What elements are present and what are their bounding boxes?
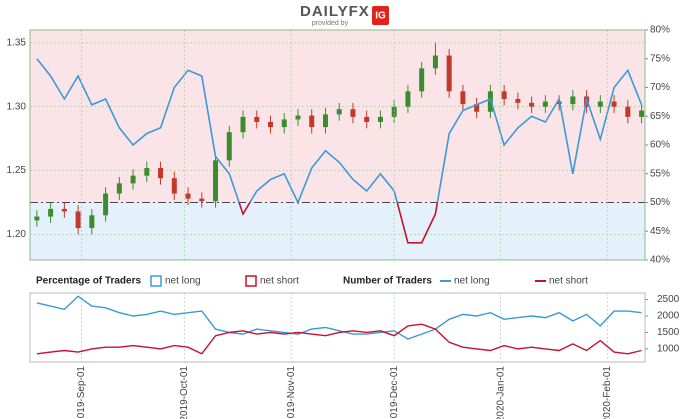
candle-body — [116, 183, 122, 194]
y2-tick-label: 60% — [650, 140, 670, 151]
logo-subtext: provided by — [312, 20, 349, 27]
y2-tick-label: 70% — [650, 82, 670, 93]
trader-line — [36, 323, 642, 355]
candle-body — [48, 208, 54, 217]
y2-tick-label: 40% — [650, 255, 670, 266]
candle-body — [144, 168, 150, 176]
legend-title: Percentage of Traders — [36, 276, 141, 287]
candle-body — [34, 216, 40, 221]
legend-label: net long — [454, 276, 490, 287]
candle-body — [350, 109, 356, 117]
candle-body — [89, 215, 95, 229]
candle-body — [570, 96, 576, 105]
y2-tick-label: 80% — [650, 25, 670, 36]
legend-swatch — [245, 275, 257, 287]
candle-body — [460, 91, 466, 105]
y-tick-label: 2000 — [657, 311, 680, 322]
logo-text: DAILYFX — [300, 3, 370, 20]
candle-body — [377, 116, 383, 122]
legend-label: net short — [260, 276, 299, 287]
candle-body — [405, 91, 411, 107]
candle-body — [61, 208, 67, 212]
candle-body — [226, 132, 232, 161]
plot-border — [29, 292, 646, 363]
candle-body — [322, 114, 328, 128]
legend-swatch — [150, 275, 162, 287]
y-tick-label: 1.30 — [7, 101, 27, 112]
candle-body — [240, 116, 246, 133]
x-tick-label: 2019-Dec-01 — [389, 366, 400, 419]
candle-body — [639, 110, 645, 117]
y2-tick-label: 75% — [650, 53, 670, 64]
candle-body — [364, 116, 370, 122]
trader-line — [36, 295, 642, 340]
candle-body — [158, 168, 164, 179]
pct-line — [36, 58, 643, 244]
candle-body — [130, 175, 136, 184]
legend-label: net short — [549, 276, 588, 287]
y-tick-label: 1.25 — [7, 165, 27, 176]
candle-body — [501, 91, 507, 99]
y-tick-label: 1.35 — [7, 37, 27, 48]
candle-body — [295, 115, 301, 120]
candle-body — [625, 106, 631, 117]
legend-label: net long — [165, 276, 201, 287]
candle-body — [419, 68, 425, 92]
legend-title: Number of Traders — [343, 276, 432, 287]
candle-body — [611, 101, 617, 107]
candle-body — [213, 160, 219, 202]
logo-badge: IG — [375, 11, 386, 22]
candle-body — [268, 122, 274, 128]
candle-body — [474, 104, 480, 112]
logo-badge-box — [372, 6, 389, 25]
y2-tick-label: 50% — [650, 197, 670, 208]
bg-below — [30, 202, 645, 260]
x-tick-label: 2019-Sep-01 — [76, 366, 87, 419]
candle-body — [597, 101, 603, 107]
candle-body — [542, 101, 548, 107]
y-tick-label: 1000 — [657, 343, 680, 354]
y-tick-label: 1500 — [657, 327, 680, 338]
candle-body — [515, 99, 521, 103]
candle-body — [254, 116, 260, 122]
x-tick-label: 2020-Feb-01 — [602, 366, 613, 419]
candle-body — [432, 55, 438, 69]
candle-body — [309, 115, 315, 128]
candle-body — [281, 119, 287, 128]
candle-body — [75, 211, 81, 229]
x-tick-label: 2020-Jan-01 — [495, 366, 506, 419]
y-tick-label: 1.20 — [7, 229, 27, 240]
y2-tick-label: 45% — [650, 226, 670, 237]
y2-tick-label: 55% — [650, 168, 670, 179]
candle-body — [336, 109, 342, 115]
y2-tick-label: 65% — [650, 111, 670, 122]
bg-above — [30, 30, 645, 203]
candle-body — [446, 55, 452, 92]
x-tick-label: 2019-Nov-01 — [286, 366, 297, 419]
candle-body — [103, 193, 109, 216]
candle-body — [199, 198, 205, 202]
plot-border — [29, 29, 646, 261]
x-tick-label: 2019-Oct-01 — [179, 366, 190, 419]
candle-body — [185, 193, 191, 199]
candle-body — [529, 102, 535, 107]
candle-body — [171, 178, 177, 194]
y-tick-label: 2500 — [657, 294, 680, 305]
